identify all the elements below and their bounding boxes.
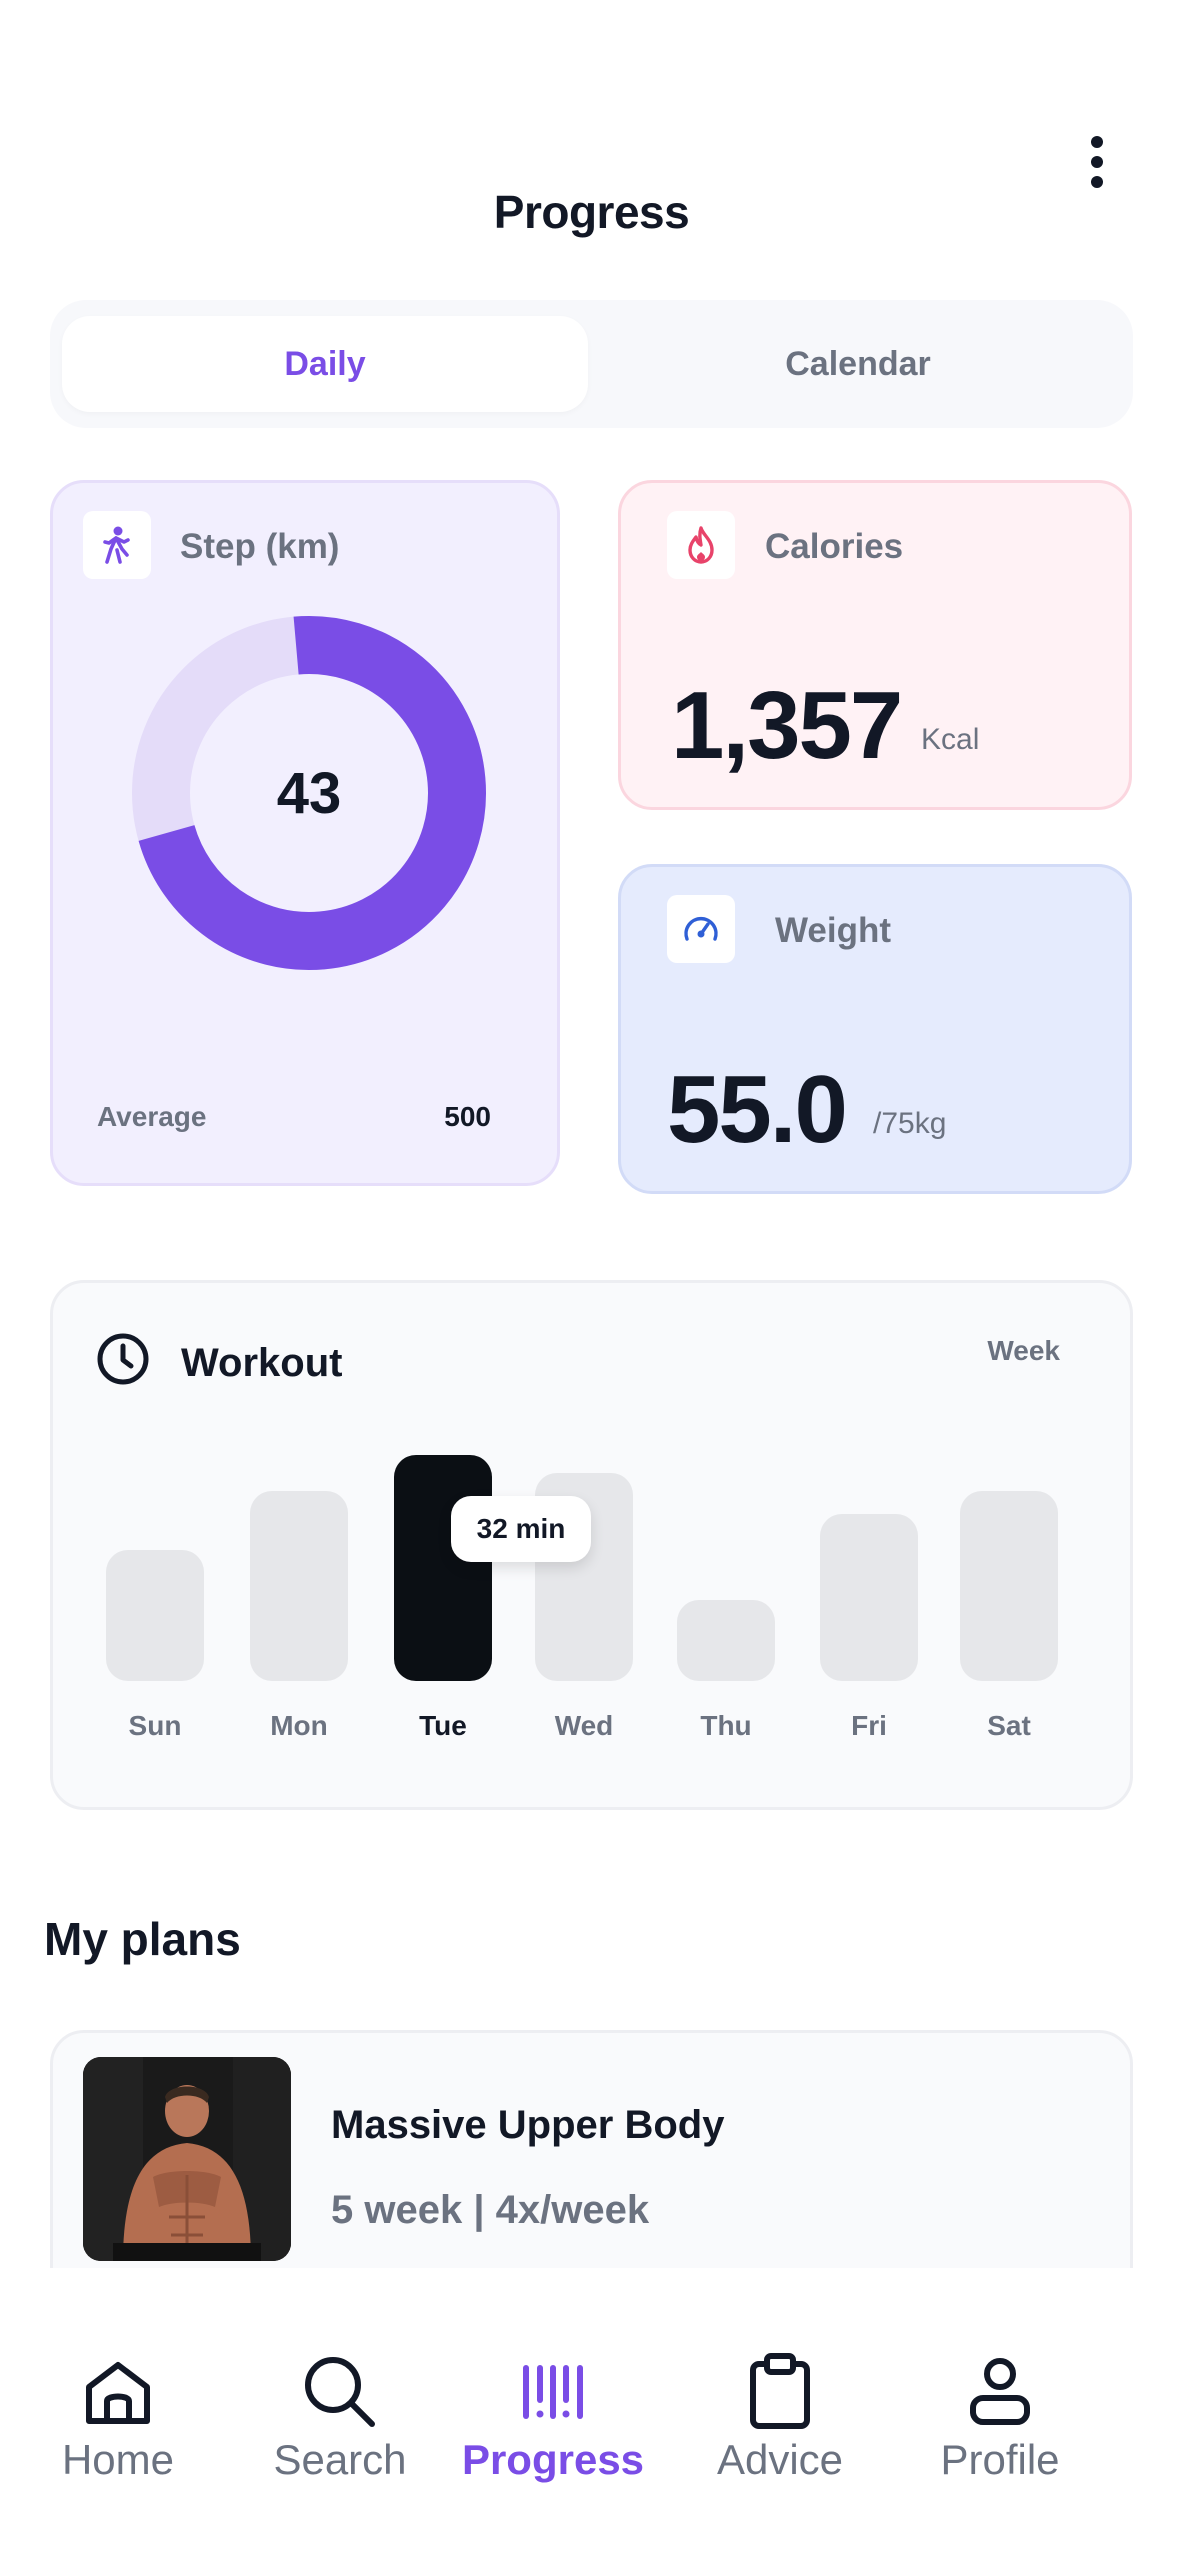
workout-day-label: Sun (128, 1710, 182, 1741)
workout-day-label: Fri (851, 1710, 887, 1741)
workout-bar-sun[interactable] (106, 1550, 204, 1681)
nav-advice-label: Advice (716, 2436, 844, 2483)
workout-day-label: Sat (987, 1710, 1031, 1741)
workout-tooltip: 32 min (451, 1496, 591, 1562)
home-icon (0, 2348, 236, 2436)
progress-bars-icon (435, 2348, 671, 2436)
calories-unit: Kcal (921, 723, 980, 756)
my-plans-heading: My plans (44, 1913, 241, 1965)
workout-day-label: Wed (554, 1710, 614, 1741)
plan-thumbnail (83, 2057, 291, 2261)
nav-profile-label: Profile (940, 2436, 1060, 2483)
calories-card[interactable]: Calories 1,357 Kcal (618, 480, 1132, 810)
steps-label: Step (km) (180, 527, 340, 566)
nav-progress-label: Progress (461, 2436, 645, 2483)
workout-bar-tue[interactable] (394, 1455, 492, 1681)
walking-icon (83, 511, 151, 579)
tab-calendar[interactable]: Calendar (785, 344, 931, 383)
steps-donut-chart (132, 616, 486, 970)
calories-label: Calories (765, 527, 904, 566)
speedometer-icon (667, 895, 735, 963)
flame-icon (667, 511, 735, 579)
nav-home-label: Home (61, 2436, 175, 2483)
workout-day-label: Mon (270, 1710, 328, 1741)
weight-value: 55.0 (667, 1056, 848, 1163)
workout-bar-fri[interactable] (820, 1514, 918, 1681)
steps-card[interactable]: Step (km) 43 Average 500 (50, 480, 560, 1186)
donut-progress-arc (132, 616, 486, 970)
tab-daily[interactable]: Daily (62, 316, 588, 412)
profile-icon (882, 2348, 1118, 2436)
workout-bar-thu[interactable] (677, 1600, 775, 1681)
average-value: 500 (444, 1101, 491, 1132)
nav-advice[interactable]: Advice (662, 2268, 898, 2483)
period-segmented-control: Daily Calendar (50, 300, 1133, 428)
weight-unit: /75kg (873, 1107, 947, 1140)
average-label: Average (97, 1101, 207, 1132)
workout-bar-mon[interactable] (250, 1491, 348, 1681)
workout-card: Workout Week Sun Mon Tue Wed Thu Fri Sat 32 mi… (50, 1280, 1133, 1810)
nav-search-label: Search (273, 2436, 407, 2483)
weight-card[interactable]: Weight 55.0 /75kg (618, 864, 1132, 1194)
weight-label: Weight (775, 911, 892, 950)
bottom-navigation: Home Search Progress (0, 2268, 1183, 2560)
workout-title: Workout (181, 1341, 343, 1385)
clipboard-icon (662, 2348, 898, 2436)
workout-bar-sat[interactable] (960, 1491, 1058, 1681)
clock-icon (95, 1331, 151, 1387)
nav-search[interactable]: Search (222, 2268, 458, 2483)
steps-value: 43 (276, 760, 342, 826)
search-icon (222, 2348, 458, 2436)
workout-day-label: Thu (700, 1710, 752, 1741)
plan-title: Massive Upper Body (331, 2103, 725, 2147)
nav-progress[interactable]: Progress (435, 2268, 671, 2483)
more-options-icon[interactable] (1082, 134, 1112, 190)
page-title: Progress (493, 186, 690, 238)
plan-subtitle: 5 week | 4x/week (331, 2188, 650, 2232)
workout-range-selector[interactable]: Week (987, 1335, 1060, 1366)
workout-day-label: Tue (419, 1710, 467, 1741)
nav-home[interactable]: Home (0, 2268, 236, 2483)
nav-profile[interactable]: Profile (882, 2268, 1118, 2483)
calories-value: 1,357 (671, 672, 903, 779)
